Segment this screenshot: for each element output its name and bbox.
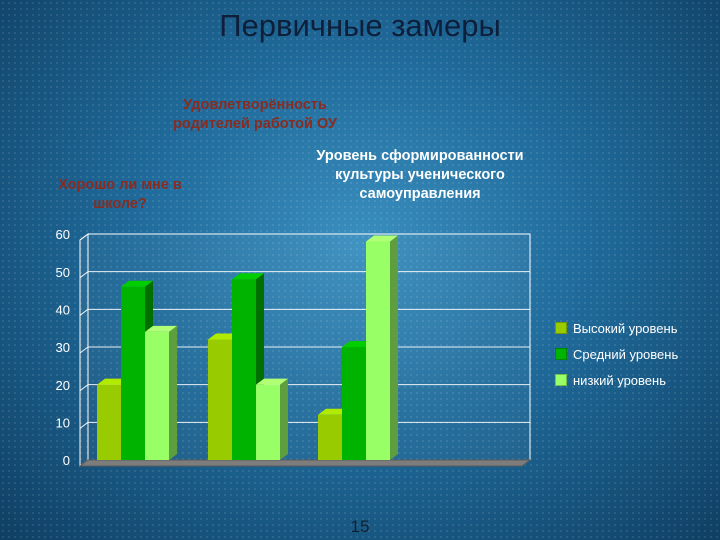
bar <box>121 286 145 460</box>
annotation-self-government: Уровень сформированности культуры ученич… <box>316 148 524 202</box>
gridline-depth <box>79 421 89 429</box>
y-tick-label: 60 <box>56 227 70 242</box>
annotation-school-wellbeing: Хорошо ли мне в школе? <box>58 177 182 212</box>
legend-swatch-mid <box>555 348 567 360</box>
bar <box>342 347 366 460</box>
gridline-depth <box>79 271 89 279</box>
y-tick-label: 0 <box>63 453 70 468</box>
bar <box>208 339 232 460</box>
bar-top <box>145 325 177 332</box>
legend-swatch-high <box>555 322 567 334</box>
gridline-depth <box>79 346 89 354</box>
bar <box>232 279 256 460</box>
bar-side <box>280 378 288 460</box>
bar-top <box>256 378 288 385</box>
legend-label-mid: Средний уровень <box>573 346 679 362</box>
annotation-parents-satisfaction: Удовлетворённость родителей работой ОУ <box>173 97 337 132</box>
legend-item-low: низкий уровень <box>555 368 678 392</box>
legend-label-high: Высокий уровень <box>573 320 678 336</box>
legend-item-mid: Средний уровень <box>555 342 678 366</box>
bar <box>145 331 169 460</box>
bar <box>366 241 390 460</box>
y-tick-label: 30 <box>56 340 70 355</box>
bar <box>256 384 280 460</box>
gridline-depth <box>79 308 89 316</box>
bar <box>318 414 342 460</box>
bar-side <box>390 235 398 460</box>
gridline-depth <box>79 384 89 392</box>
plot-floor <box>78 459 532 467</box>
slide-title: Первичные замеры <box>219 8 501 43</box>
y-tick-label: 20 <box>56 378 70 393</box>
legend-label-low: низкий уровень <box>573 372 666 388</box>
bar <box>97 384 121 460</box>
bar-side <box>169 325 177 460</box>
bar-top <box>366 235 398 242</box>
bar-top <box>232 273 264 280</box>
gridline-depth <box>79 233 89 241</box>
bar-top <box>121 280 153 287</box>
y-tick-label: 10 <box>56 416 70 431</box>
y-tick-label: 50 <box>56 265 70 280</box>
legend-item-high: Высокий уровень <box>555 316 678 340</box>
legend-swatch-low <box>555 374 567 386</box>
page-number: 15 <box>350 517 370 536</box>
chart-legend: Высокий уровень Средний уровень низкий у… <box>555 316 678 394</box>
y-tick-label: 40 <box>56 303 70 318</box>
